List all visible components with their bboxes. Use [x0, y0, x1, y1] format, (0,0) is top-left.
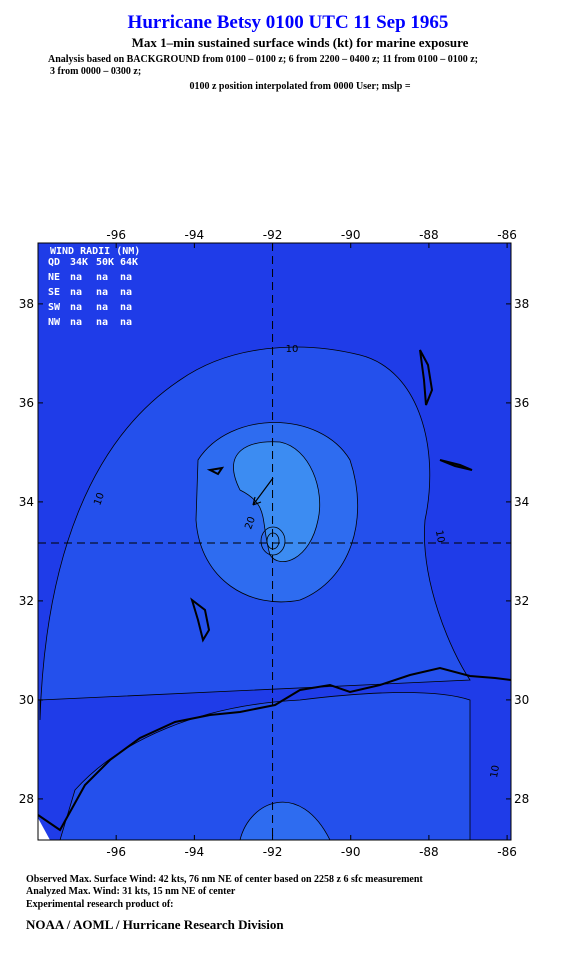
contour-label: 10 [489, 764, 502, 778]
island [190, 349, 473, 643]
wind-radii-cell: na [120, 317, 132, 328]
lon-label: -88 [419, 228, 439, 242]
lon-label: -92 [263, 845, 283, 859]
footer-line: Observed Max. Surface Wind: 42 kts, 76 n… [26, 874, 423, 885]
lat-label: 34 [19, 495, 34, 509]
lon-label: -94 [185, 228, 205, 242]
wind-radii-cell: na [120, 272, 132, 283]
wind-radii-cell: na [70, 317, 82, 328]
coastline [38, 666, 511, 832]
map-frame [37, 242, 512, 841]
position-line: 0100 z position interpolated from 0000 U… [189, 81, 410, 92]
title: Hurricane Betsy 0100 UTC 11 Sep 1965 [128, 12, 449, 33]
analysis-line: 3 from 0000 – 0300 z; [50, 66, 141, 77]
lat-label: 30 [514, 693, 529, 707]
lon-label: -90 [341, 228, 361, 242]
map-area [38, 243, 511, 840]
wind-radii-header: 50K [96, 257, 114, 268]
wind-radii-cell: na [96, 287, 108, 298]
footer-org: NOAA / AOML / Hurricane Research Divisio… [26, 917, 284, 932]
analysis-line: Analysis based on BACKGROUND from 0100 –… [48, 54, 478, 65]
lat-label: 28 [514, 792, 529, 806]
wind-radii-cell: na [70, 302, 82, 313]
wind-radii-cell: na [70, 272, 82, 283]
contour-label: 10 [286, 344, 299, 355]
footer-line: Analyzed Max. Wind: 31 kts, 15 nm NE of … [26, 886, 236, 897]
lat-label: 32 [19, 594, 34, 608]
lon-label: -90 [341, 845, 361, 859]
lon-label: -96 [106, 228, 126, 242]
motion-arrow [252, 477, 274, 506]
lat-label: 28 [19, 792, 34, 806]
contour-20 [239, 801, 331, 840]
lon-label: -94 [185, 845, 205, 859]
wind-radii-cell: na [96, 302, 108, 313]
lon-label: -86 [497, 845, 517, 859]
footer-line: Experimental research product of: [26, 899, 173, 910]
wind-radii-cell: NW [48, 317, 61, 328]
wind-radii-title: WIND RADII (NM) [50, 246, 140, 257]
wind-radii-header: 34K [70, 257, 88, 268]
lon-label: -86 [497, 228, 517, 242]
lon-label: -96 [106, 845, 126, 859]
wind-radii-cell: na [96, 317, 108, 328]
contour-label: 10 [92, 491, 107, 507]
lat-label: 36 [19, 396, 34, 410]
wind-radii-cell: na [96, 272, 108, 283]
wind-radii-cell: SW [48, 302, 61, 313]
contour-label: 10 [433, 529, 446, 543]
lat-label: 38 [19, 297, 34, 311]
contour-30 [233, 441, 321, 563]
wind-radii-cell: na [70, 287, 82, 298]
subtitle: Max 1–min sustained surface winds (kt) f… [132, 35, 469, 50]
wind-radii-cell: SE [48, 287, 60, 298]
lon-label: -92 [263, 228, 283, 242]
wind-radii-cell: na [120, 302, 132, 313]
lat-label: 38 [514, 297, 529, 311]
wind-radii-header: 64K [120, 257, 138, 268]
contour-label: 20 [243, 515, 258, 531]
lat-label: 34 [514, 495, 529, 509]
land-gap [38, 818, 50, 840]
lat-label: 36 [514, 396, 529, 410]
wind-radii-cell: na [120, 287, 132, 298]
lat-label: 32 [514, 594, 529, 608]
lon-label: -88 [419, 845, 439, 859]
wind-radii-header: QD [48, 257, 60, 268]
wind-radii-cell: NE [48, 272, 60, 283]
lat-label: 30 [19, 693, 34, 707]
